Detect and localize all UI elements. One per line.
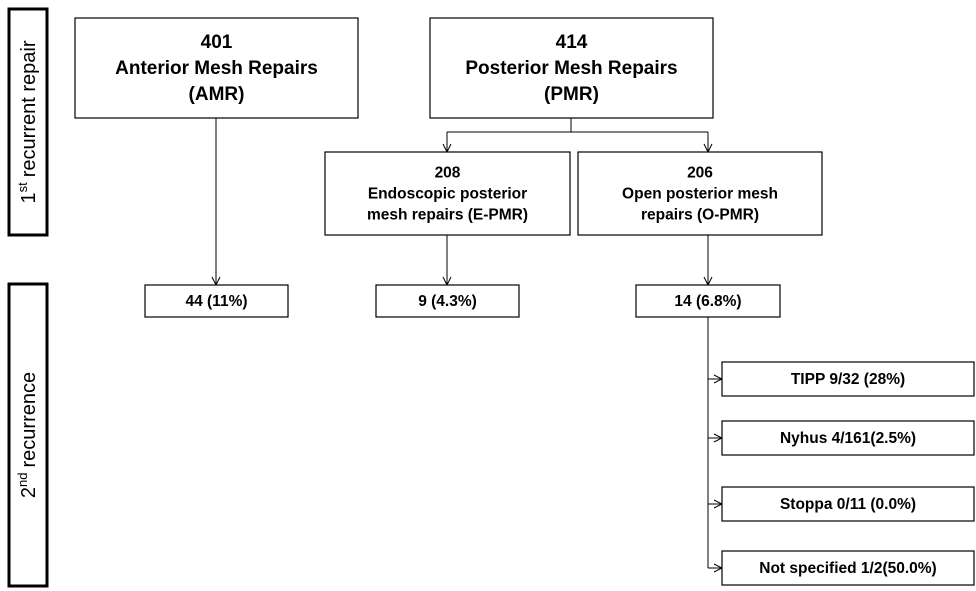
node: Not specified 1/2(50.0%) xyxy=(721,550,975,586)
node-text: mesh repairs (E-PMR) xyxy=(367,207,528,224)
node-text: 14 (6.8%) xyxy=(674,293,741,310)
node-text: Open posterior mesh xyxy=(622,186,778,203)
side-label-number: 1 xyxy=(18,192,40,203)
node-text: TIPP 9/32 (28%) xyxy=(791,371,905,388)
node-text: 44 (11%) xyxy=(185,293,247,310)
node-text: 414 xyxy=(556,32,588,53)
node: 9 (4.3%) xyxy=(375,284,520,318)
node-text: Anterior Mesh Repairs xyxy=(115,58,318,79)
node-box xyxy=(375,284,520,318)
node-box xyxy=(721,361,975,397)
side-label-suffix: nd xyxy=(15,473,30,487)
node-text: 401 xyxy=(201,32,233,53)
nodes: 401 Anterior Mesh Repairs (AMR) 414 Posterio… xyxy=(74,17,975,586)
side-labels: 1st recurrent repair 2nd recurrence xyxy=(7,7,49,588)
node-text: 9 (4.3%) xyxy=(418,293,477,310)
node: 208 Endoscopic posterior mesh repairs (E-P… xyxy=(324,151,571,236)
side-label-suffix: st xyxy=(15,182,30,193)
node: Stoppa 0/11 (0.0%) xyxy=(721,486,975,522)
node: 401 Anterior Mesh Repairs (AMR) xyxy=(74,17,359,119)
node-text: Endoscopic posterior xyxy=(368,186,527,203)
node-text: Posterior Mesh Repairs xyxy=(465,58,677,79)
node-text: Not specified 1/2(50.0%) xyxy=(759,560,936,577)
node: 414 Posterior Mesh Repairs (PMR) xyxy=(429,17,714,119)
side-label: 1st recurrent repair xyxy=(15,40,40,203)
node-box xyxy=(635,284,781,318)
node-box xyxy=(721,550,975,586)
node: Nyhus 4/161(2.5%) xyxy=(721,420,975,456)
node-text: (AMR) xyxy=(189,84,245,105)
node-box xyxy=(429,17,714,119)
node: 44 (11%) xyxy=(144,284,289,318)
connectors xyxy=(216,118,722,568)
node-text: 206 xyxy=(687,165,713,182)
node-box xyxy=(324,151,571,236)
node-text: 208 xyxy=(435,165,461,182)
node-box xyxy=(144,284,289,318)
side-box xyxy=(7,282,49,588)
node-text: repairs (O-PMR) xyxy=(641,207,759,224)
side-box xyxy=(7,7,49,237)
side-label-text: recurrent repair xyxy=(18,40,40,177)
node-text: Stoppa 0/11 (0.0%) xyxy=(780,496,916,513)
node: 14 (6.8%) xyxy=(635,284,781,318)
node-box xyxy=(577,151,823,236)
side-label-text: recurrence xyxy=(18,372,40,468)
node: 206 Open posterior mesh repairs (O-PMR) xyxy=(577,151,823,236)
node-text: (PMR) xyxy=(544,84,599,105)
side-label: 2nd recurrence xyxy=(15,372,40,498)
node-box xyxy=(721,486,975,522)
node-text: Nyhus 4/161(2.5%) xyxy=(780,430,916,447)
node-box xyxy=(74,17,359,119)
node-box xyxy=(721,420,975,456)
node: TIPP 9/32 (28%) xyxy=(721,361,975,397)
side-label-number: 2 xyxy=(18,487,40,498)
